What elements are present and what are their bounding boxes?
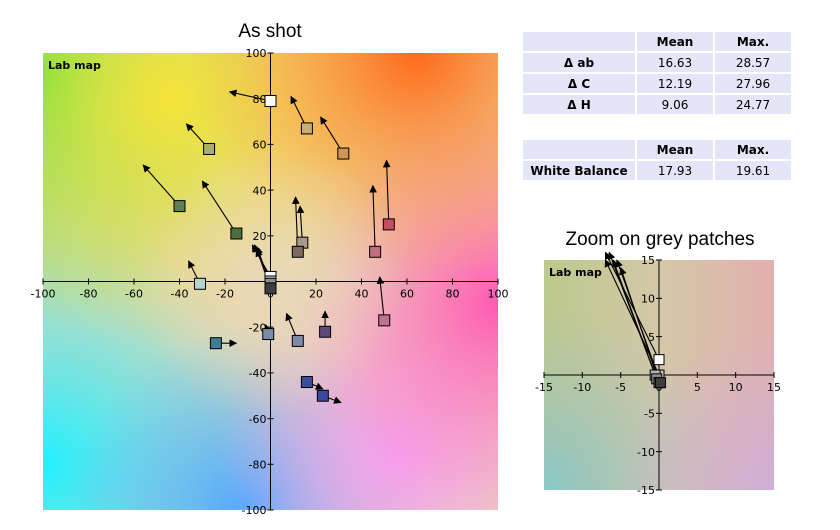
patch-marker [193,277,206,290]
row-label-cell: Δ C [523,74,635,93]
y-tick-label: -100 [242,504,267,517]
x-tick-label: 60 [400,288,414,301]
mean-value-cell: 9.06 [637,95,713,114]
shift-arrow [320,116,344,154]
table-row: Δ C 12.19 27.96 [523,74,791,93]
y-tick-label: -40 [249,367,267,380]
patch-marker [264,94,277,107]
lab-map-label: Lab map [549,266,602,279]
patch-marker [319,325,332,338]
y-tick-label: -15 [637,484,655,497]
x-tick-label: -40 [171,288,189,301]
y-tick-label: 15 [641,254,655,267]
shift-arrow [382,159,391,225]
patch-marker [209,337,222,350]
patch-marker [173,200,186,213]
patch-marker [337,147,350,160]
patch-marker [382,218,395,231]
y-tick-label: 80 [253,93,267,106]
max-value-cell: 24.77 [715,95,791,114]
zoom-chart-title: Zoom on grey patches [565,229,755,250]
shift-arrow [296,205,305,243]
y-tick-label: 60 [253,139,267,152]
max-value-cell: 28.57 [715,53,791,72]
x-tick-label: -80 [80,288,98,301]
table-row: Δ H 9.06 24.77 [523,95,791,114]
y-tick-label: 5 [648,331,655,344]
shift-arrow [142,164,180,207]
patch-marker [300,376,313,389]
x-tick-label: -5 [615,381,626,394]
x-tick-label: 10 [729,381,743,394]
lab-map-label: Lab map [48,59,101,72]
table-row: Δ ab 16.63 28.57 [523,53,791,72]
y-tick-label: -60 [249,413,267,426]
patch-marker [378,314,391,327]
y-tick-label: -10 [637,446,655,459]
x-tick-label: 15 [767,381,781,394]
x-tick-label: -15 [535,381,553,394]
table-header-cell: Max. [715,32,791,51]
patch-marker [291,245,304,258]
y-tick-label: 40 [253,184,267,197]
table-corner-cell [523,32,635,51]
shift-arrow [615,259,662,383]
y-tick-label: 10 [641,293,655,306]
shift-arrow [369,184,377,252]
shift-arrow [611,259,658,380]
x-tick-label: -100 [31,288,56,301]
x-tick-label: 5 [694,381,701,394]
mean-value-cell: 17.93 [637,161,713,180]
row-label-cell: Δ H [523,95,635,114]
table-header-cell: Mean [637,140,713,159]
x-tick-label: -60 [125,288,143,301]
shift-arrow [376,276,385,321]
x-tick-label: 20 [309,288,323,301]
patch-marker [300,122,313,135]
shift-arrow [604,251,660,360]
y-tick-label: -5 [644,408,655,421]
patch-marker [369,245,382,258]
shift-arrow [228,89,271,102]
patch-marker [291,334,304,347]
patch-marker [230,227,243,240]
row-label-cell: White Balance [523,161,635,180]
patch-marker [203,142,216,155]
patch-marker [653,354,665,366]
main-chart-title: As shot [238,21,302,42]
y-tick-label: -80 [249,458,267,471]
patch-marker [264,282,277,295]
patch-marker [316,389,329,402]
patch-marker [262,328,275,341]
y-tick-label: 100 [246,47,267,60]
y-tick-label: 20 [253,230,267,243]
x-tick-label: -10 [573,381,591,394]
x-tick-label: -20 [216,288,234,301]
x-tick-label: 80 [446,288,460,301]
white-balance-table: Mean Max. White Balance 17.93 19.61 [521,138,793,182]
delta-table: Mean Max. Δ ab 16.63 28.57 Δ C 12.19 27.96 Δ H 9.… [521,30,793,116]
x-tick-label: 100 [488,288,509,301]
row-label-cell: Δ ab [523,53,635,72]
y-tick-label: -20 [249,321,267,334]
max-value-cell: 19.61 [715,161,791,180]
x-tick-label: 40 [355,288,369,301]
table-row: White Balance 17.93 19.61 [523,161,791,180]
table-corner-cell [523,140,635,159]
max-value-cell: 27.96 [715,74,791,93]
mean-value-cell: 12.19 [637,74,713,93]
patch-marker [655,377,667,389]
table-header-cell: Max. [715,140,791,159]
mean-value-cell: 16.63 [637,53,713,72]
shift-arrow [201,180,237,234]
table-header-cell: Mean [637,32,713,51]
main-lab-chart: -100-80-60-40-20020406080100-100-80-60-4… [31,47,509,517]
